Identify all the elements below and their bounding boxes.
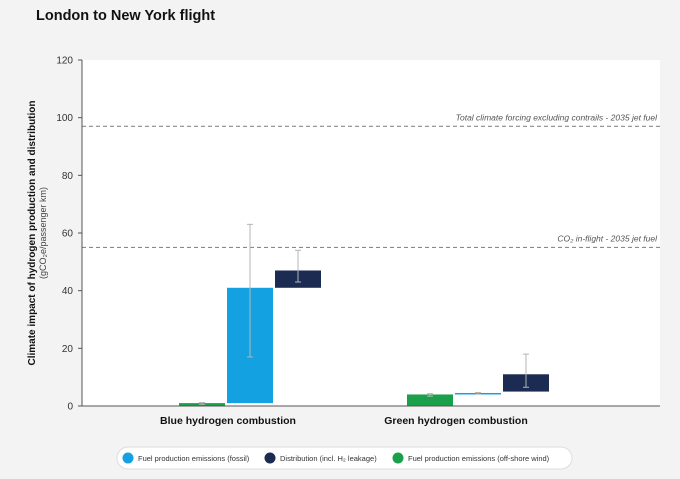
legend: Fuel production emissions (fossil) Distri… xyxy=(122,452,550,464)
x-category-label: Green hydrogen combustion xyxy=(384,415,528,427)
y-axis-label: Climate impact of hydrogen production an… xyxy=(27,101,38,366)
reference-line-label: CO₂ in-flight - 2035 jet fuel xyxy=(557,233,658,243)
legend-label: Distribution (incl. H₂ leakage) xyxy=(280,454,377,463)
y-tick-label: 0 xyxy=(67,402,73,413)
reference-lines: Total climate forcing excluding contrail… xyxy=(82,112,660,249)
y-tick-label: 20 xyxy=(62,344,74,355)
legend-label: Fuel production emissions (off-shore win… xyxy=(408,454,550,463)
plot-area xyxy=(82,60,660,406)
x-labels: Blue hydrogen combustion Green hydrogen c… xyxy=(160,415,528,427)
y-tick-label: 120 xyxy=(56,56,73,67)
bar xyxy=(407,394,453,406)
reference-line-label: Total climate forcing excluding contrail… xyxy=(456,112,659,122)
legend-swatch xyxy=(122,452,134,464)
y-ticks: 0 20 40 60 80 100 120 xyxy=(56,56,82,413)
legend-label: Fuel production emissions (fossil) xyxy=(138,454,250,463)
legend-swatch xyxy=(264,452,276,464)
y-axis-sublabel: (gCO₂e/passenger km) xyxy=(38,187,48,279)
y-tick-label: 80 xyxy=(62,171,74,182)
legend-swatch xyxy=(392,452,404,464)
x-category-label: Blue hydrogen combustion xyxy=(160,415,296,427)
legend-box xyxy=(116,446,573,470)
y-tick-label: 60 xyxy=(62,229,74,240)
y-tick-label: 40 xyxy=(62,286,74,297)
error-bars xyxy=(199,223,529,405)
y-tick-label: 100 xyxy=(56,113,73,124)
chart-title: London to New York flight xyxy=(36,8,215,24)
y-axis-label-group: Climate impact of hydrogen production an… xyxy=(27,101,48,366)
